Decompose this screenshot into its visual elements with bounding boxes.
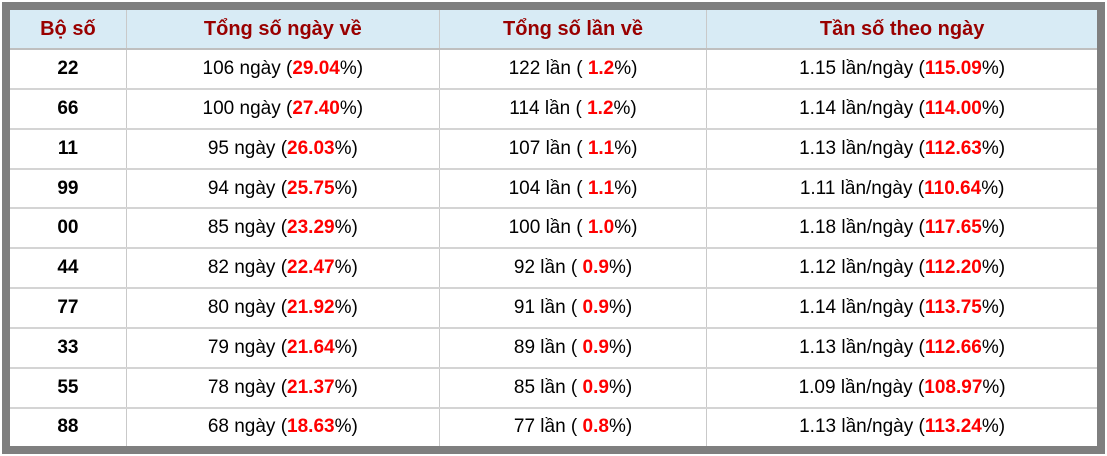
table-row: 33 79 ngày (21.64%) 89 lần ( 0.9%) 1.13 lần… bbox=[10, 328, 1097, 369]
column-header-times: Tổng số lần về bbox=[439, 10, 708, 50]
pair-number-cell: 77 bbox=[10, 288, 127, 330]
total-times-cell: 122 lần ( 1.2%) bbox=[439, 49, 708, 90]
percentage-highlight: 0.9 bbox=[582, 297, 609, 319]
total-days-cell: 82 ngày (22.47%) bbox=[126, 248, 440, 290]
total-days-cell: 79 ngày (21.64%) bbox=[126, 328, 440, 369]
percentage-highlight: 112.20 bbox=[924, 257, 982, 279]
percentage-highlight: 26.03 bbox=[287, 137, 335, 159]
total-times-cell: 92 lần ( 0.9%) bbox=[439, 248, 708, 290]
table-row: 22 106 ngày (29.04%) 122 lần ( 1.2%) 1.15 l… bbox=[10, 49, 1097, 90]
total-days-cell: 80 ngày (21.92%) bbox=[126, 288, 440, 330]
percentage-highlight: 114.00 bbox=[924, 97, 982, 119]
table-row: 11 95 ngày (26.03%) 107 lần ( 1.1%) 1.13 lầ… bbox=[10, 128, 1097, 170]
total-days-cell: 106 ngày (29.04%) bbox=[126, 49, 440, 90]
percentage-highlight: 25.75 bbox=[287, 177, 335, 199]
percentage-highlight: 29.04 bbox=[292, 57, 340, 79]
column-header-days: Tổng số ngày về bbox=[126, 10, 440, 50]
table-body: 22 106 ngày (29.04%) 122 lần ( 1.2%) 1.15 l… bbox=[10, 49, 1097, 446]
percentage-highlight: 113.75 bbox=[924, 297, 982, 319]
total-times-cell: 104 lần ( 1.1%) bbox=[439, 168, 708, 210]
pair-number-cell: 11 bbox=[10, 128, 127, 170]
frequency-cell: 1.13 lần/ngày (112.63%) bbox=[706, 128, 1097, 170]
percentage-highlight: 0.9 bbox=[582, 257, 609, 279]
total-days-cell: 68 ngày (18.63%) bbox=[126, 407, 440, 446]
frequency-cell: 1.09 lần/ngày (108.97%) bbox=[706, 367, 1097, 409]
percentage-highlight: 1.0 bbox=[587, 217, 615, 239]
percentage-highlight: 21.64 bbox=[287, 336, 335, 358]
column-header-freq: Tần số theo ngày bbox=[706, 10, 1097, 50]
pair-number-cell: 66 bbox=[10, 88, 127, 130]
pair-number-cell: 22 bbox=[10, 49, 127, 90]
total-times-cell: 77 lần ( 0.8%) bbox=[439, 407, 708, 446]
percentage-highlight: 108.97 bbox=[924, 376, 983, 398]
percentage-highlight: 113.24 bbox=[924, 416, 982, 438]
total-times-cell: 85 lần ( 0.9%) bbox=[439, 367, 708, 409]
percentage-highlight: 27.40 bbox=[292, 97, 340, 119]
frequency-cell: 1.13 lần/ngày (113.24%) bbox=[706, 407, 1097, 446]
percentage-highlight: 0.8 bbox=[582, 416, 609, 438]
table-row: 55 78 ngày (21.37%) 85 lần ( 0.9%) 1.09 lần… bbox=[10, 367, 1097, 409]
table-row: 44 82 ngày (22.47%) 92 lần ( 0.9%) 1.12 lần… bbox=[10, 248, 1097, 290]
percentage-highlight: 21.37 bbox=[287, 376, 335, 398]
total-times-cell: 100 lần ( 1.0%) bbox=[439, 208, 708, 250]
frequency-cell: 1.13 lần/ngày (112.66%) bbox=[706, 328, 1097, 369]
header-row: Bộ số Tổng số ngày về Tổng số lần về Tần… bbox=[10, 10, 1097, 50]
total-days-cell: 78 ngày (21.37%) bbox=[126, 367, 440, 409]
percentage-highlight: 21.92 bbox=[287, 297, 335, 319]
frequency-cell: 1.15 lần/ngày (115.09%) bbox=[706, 49, 1097, 90]
percentage-highlight: 18.63 bbox=[287, 416, 335, 438]
total-days-cell: 85 ngày (23.29%) bbox=[126, 208, 440, 250]
percentage-highlight: 0.9 bbox=[582, 376, 609, 398]
percentage-highlight: 22.47 bbox=[287, 257, 335, 279]
frequency-cell: 1.12 lần/ngày (112.20%) bbox=[706, 248, 1097, 290]
pair-number-cell: 55 bbox=[10, 367, 127, 409]
frequency-cell: 1.14 lần/ngày (114.00%) bbox=[706, 88, 1097, 130]
column-header-pair: Bộ số bbox=[10, 10, 127, 50]
lottery-statistics-table: Bộ số Tổng số ngày về Tổng số lần về Tần… bbox=[10, 10, 1097, 446]
total-times-cell: 89 lần ( 0.9%) bbox=[439, 328, 708, 369]
total-days-cell: 94 ngày (25.75%) bbox=[126, 168, 440, 210]
total-days-cell: 100 ngày (27.40%) bbox=[126, 88, 440, 130]
total-times-cell: 107 lần ( 1.1%) bbox=[439, 128, 708, 170]
pair-number-cell: 44 bbox=[10, 248, 127, 290]
percentage-highlight: 0.9 bbox=[582, 336, 609, 358]
table-row: 66 100 ngày (27.40%) 114 lần ( 1.2%) 1.14 l… bbox=[10, 88, 1097, 130]
total-times-cell: 114 lần ( 1.2%) bbox=[439, 88, 708, 130]
frequency-cell: 1.11 lần/ngày (110.64%) bbox=[706, 168, 1097, 210]
pair-number-cell: 99 bbox=[10, 168, 127, 210]
table-row: 99 94 ngày (25.75%) 104 lần ( 1.1%) 1.11 lầ… bbox=[10, 168, 1097, 210]
percentage-highlight: 112.63 bbox=[924, 137, 982, 159]
percentage-highlight: 1.2 bbox=[587, 97, 614, 119]
total-days-cell: 95 ngày (26.03%) bbox=[126, 128, 440, 170]
percentage-highlight: 112.66 bbox=[924, 336, 982, 358]
percentage-highlight: 117.65 bbox=[924, 217, 982, 239]
pair-number-cell: 33 bbox=[10, 328, 127, 369]
percentage-highlight: 110.64 bbox=[924, 177, 982, 199]
percentage-highlight: 1.2 bbox=[587, 57, 615, 79]
percentage-highlight: 1.1 bbox=[587, 177, 615, 199]
frequency-cell: 1.18 lần/ngày (117.65%) bbox=[706, 208, 1097, 250]
percentage-highlight: 23.29 bbox=[287, 217, 335, 239]
percentage-highlight: 115.09 bbox=[924, 57, 982, 79]
percentage-highlight: 1.1 bbox=[587, 137, 615, 159]
pair-number-cell: 00 bbox=[10, 208, 127, 250]
table-row: 00 85 ngày (23.29%) 100 lần ( 1.0%) 1.18 lầ… bbox=[10, 208, 1097, 250]
table-row: 88 68 ngày (18.63%) 77 lần ( 0.8%) 1.13 lần… bbox=[10, 407, 1097, 446]
table-row: 77 80 ngày (21.92%) 91 lần ( 0.9%) 1.14 lần… bbox=[10, 288, 1097, 330]
total-times-cell: 91 lần ( 0.9%) bbox=[439, 288, 708, 330]
pair-number-cell: 88 bbox=[10, 407, 127, 446]
frequency-cell: 1.14 lần/ngày (113.75%) bbox=[706, 288, 1097, 330]
